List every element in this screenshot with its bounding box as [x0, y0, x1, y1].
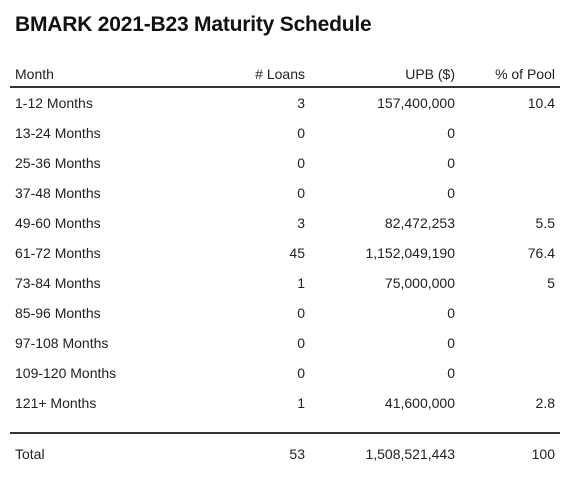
row-pool: 2.8 — [535, 395, 555, 411]
row-month: 61-72 Months — [15, 245, 101, 261]
row-upb: 0 — [447, 335, 455, 351]
row-upb: 157,400,000 — [377, 95, 455, 111]
row-upb: 0 — [447, 365, 455, 381]
header-loans: # Loans — [255, 66, 305, 82]
row-upb: 82,472,253 — [384, 215, 455, 231]
row-month: 1-12 Months — [15, 95, 93, 111]
row-loans: 1 — [297, 275, 305, 291]
row-loans: 3 — [297, 215, 305, 231]
header-upb: UPB ($) — [405, 66, 455, 82]
row-upb: 0 — [447, 305, 455, 321]
row-upb: 1,152,049,190 — [365, 245, 455, 261]
total-row: Total 53 1,508,521,443 100 — [10, 434, 560, 474]
row-pool: 5 — [547, 275, 555, 291]
row-month: 73-84 Months — [15, 275, 101, 291]
total-label: Total — [15, 446, 45, 462]
table-row: 85-96 Months 0 0 — [10, 298, 560, 328]
table-row: 109-120 Months 0 0 — [10, 358, 560, 388]
row-loans: 1 — [297, 395, 305, 411]
row-loans: 0 — [297, 305, 305, 321]
row-month: 97-108 Months — [15, 335, 109, 351]
row-loans: 0 — [297, 155, 305, 171]
row-month: 25-36 Months — [15, 155, 101, 171]
row-pool: 5.5 — [535, 215, 555, 231]
table-row: 61-72 Months 45 1,152,049,190 76.4 — [10, 238, 560, 268]
table-row: 121+ Months 1 41,600,000 2.8 — [10, 388, 560, 418]
row-upb: 41,600,000 — [384, 395, 455, 411]
row-upb: 0 — [447, 155, 455, 171]
row-loans: 0 — [297, 335, 305, 351]
row-upb: 0 — [447, 125, 455, 141]
row-loans: 3 — [297, 95, 305, 111]
table-row: 49-60 Months 3 82,472,253 5.5 — [10, 208, 560, 238]
table-row: 37-48 Months 0 0 — [10, 178, 560, 208]
row-pool: 10.4 — [527, 95, 555, 111]
row-loans: 0 — [297, 365, 305, 381]
row-month: 49-60 Months — [15, 215, 101, 231]
row-loans: 0 — [297, 185, 305, 201]
row-month: 121+ Months — [15, 395, 97, 411]
maturity-table: Month # Loans UPB ($) % of Pool 1-12 Mon… — [10, 64, 560, 474]
table-row: 25-36 Months 0 0 — [10, 148, 560, 178]
table-row: 13-24 Months 0 0 — [10, 118, 560, 148]
total-upb: 1,508,521,443 — [365, 446, 455, 462]
row-month: 85-96 Months — [15, 305, 101, 321]
row-pool: 76.4 — [527, 245, 555, 261]
total-divider — [10, 418, 560, 434]
row-month: 37-48 Months — [15, 185, 101, 201]
row-month: 109-120 Months — [15, 365, 117, 381]
header-month: Month — [15, 66, 54, 82]
table-row: 1-12 Months 3 157,400,000 10.4 — [10, 88, 560, 118]
table-row: 97-108 Months 0 0 — [10, 328, 560, 358]
header-pool: % of Pool — [495, 66, 555, 82]
total-pool: 100 — [531, 446, 555, 462]
table-header: Month # Loans UPB ($) % of Pool — [10, 64, 560, 88]
row-upb: 0 — [447, 185, 455, 201]
row-month: 13-24 Months — [15, 125, 101, 141]
table-row: 73-84 Months 1 75,000,000 5 — [10, 268, 560, 298]
row-upb: 75,000,000 — [384, 275, 455, 291]
chart-title: BMARK 2021-B23 Maturity Schedule — [15, 13, 372, 36]
row-loans: 0 — [297, 125, 305, 141]
row-loans: 45 — [289, 245, 305, 261]
total-loans: 53 — [289, 446, 305, 462]
